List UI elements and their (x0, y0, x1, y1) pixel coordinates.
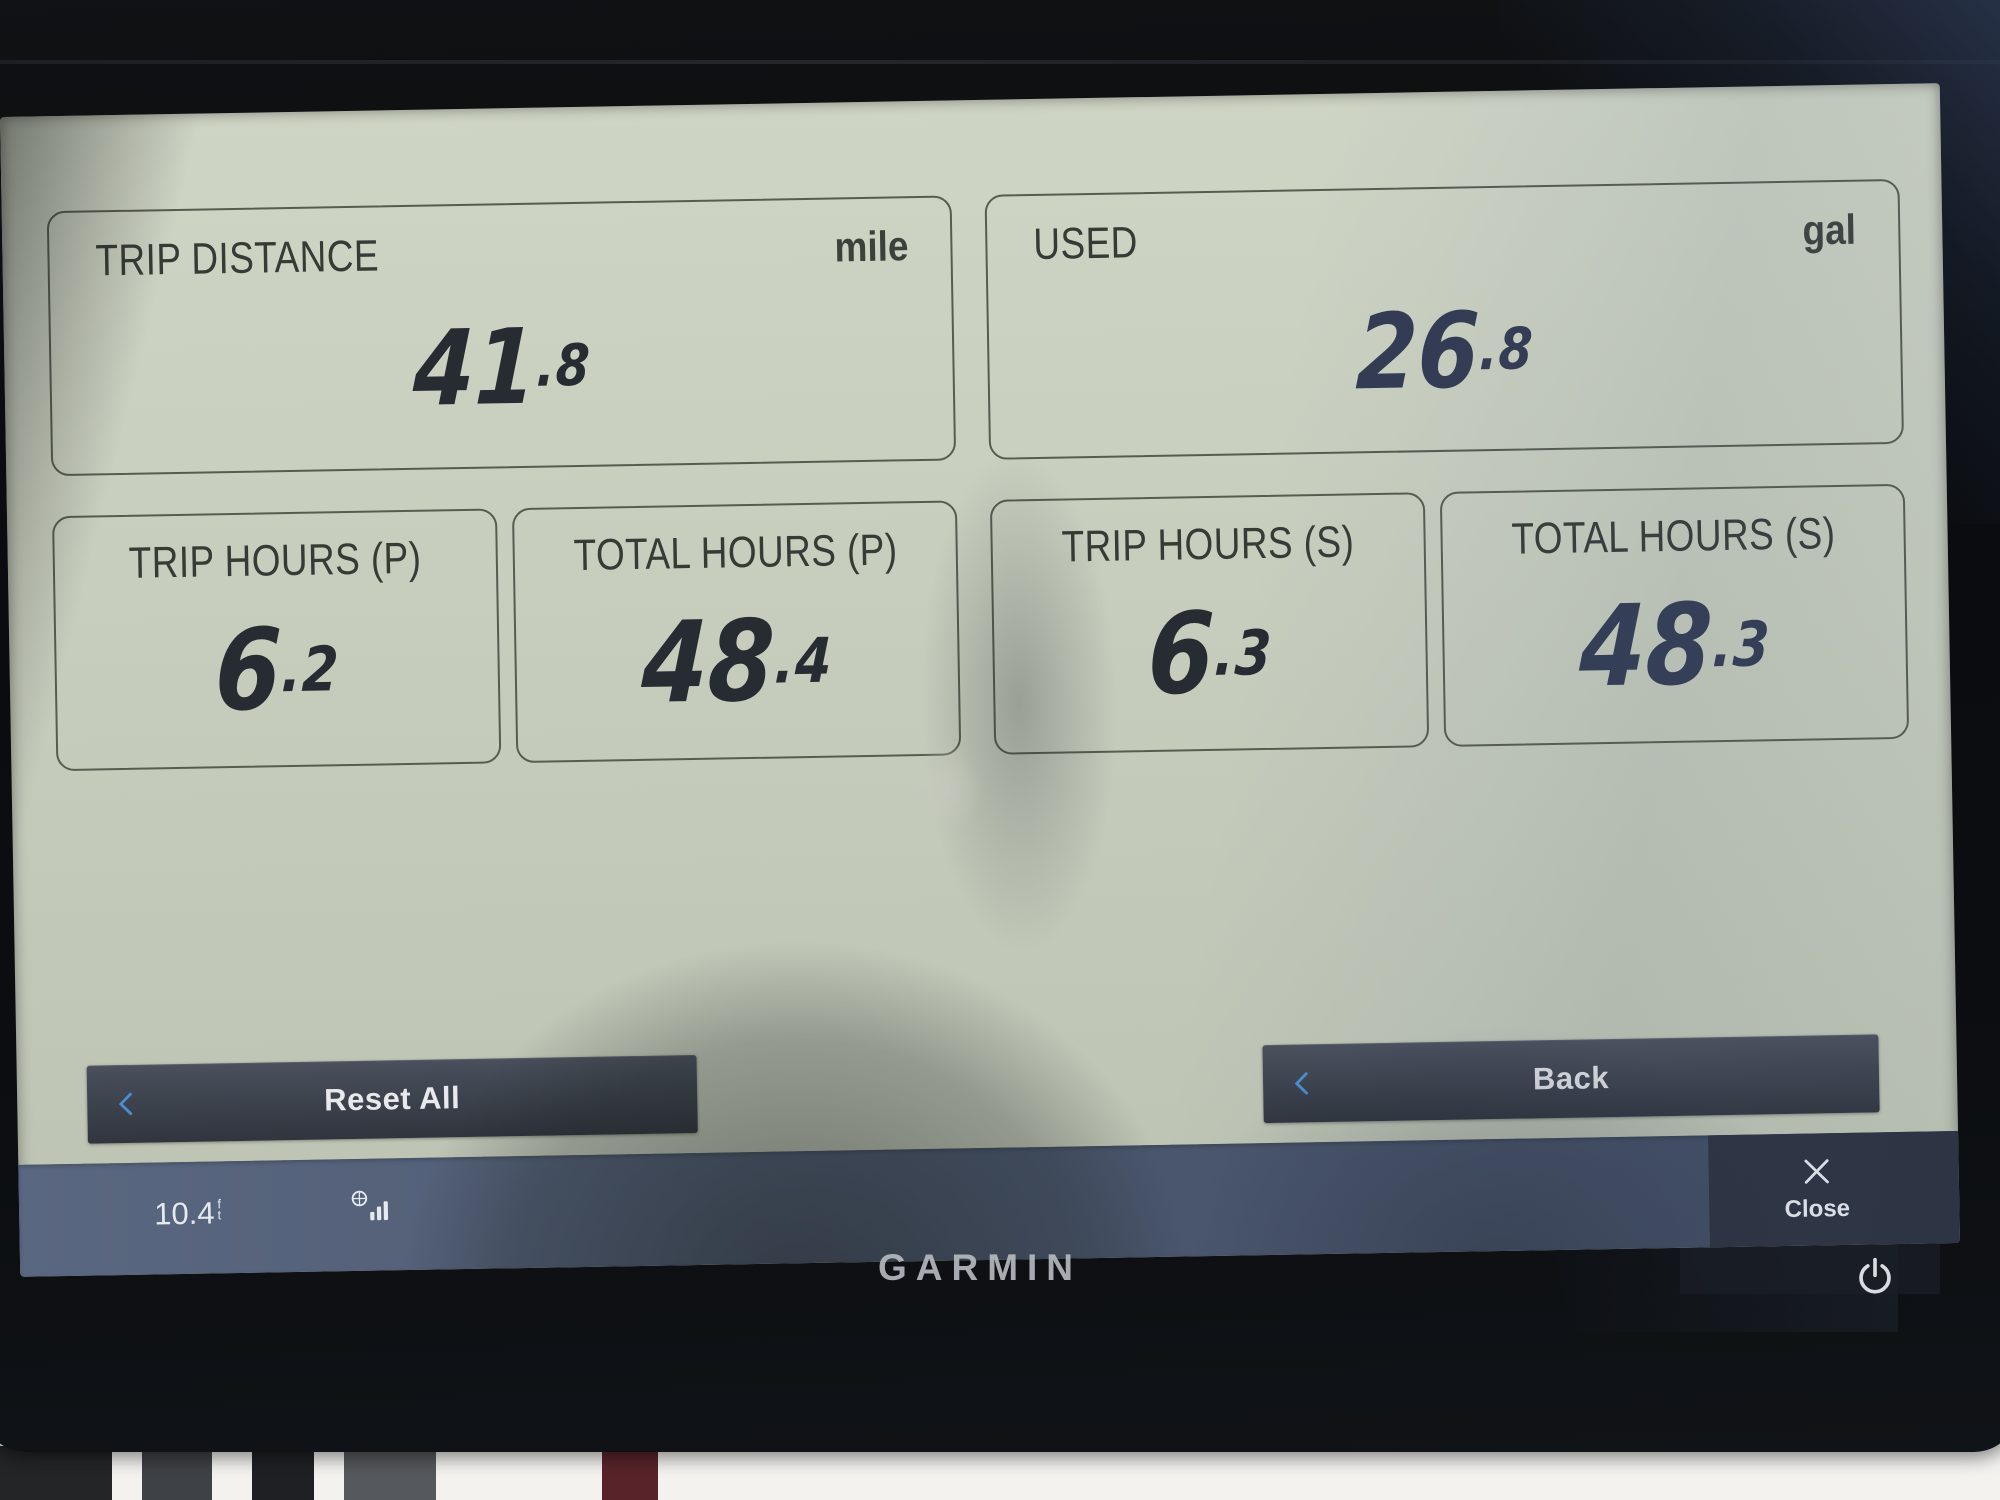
close-label: Close (1784, 1194, 1851, 1224)
background-object (252, 1446, 314, 1500)
panel-value: 48.3 (1577, 579, 1772, 713)
panel-value: 26.8 (1354, 288, 1535, 413)
button-label: Reset All (323, 1080, 461, 1118)
gps-signal-icon (349, 1186, 394, 1227)
device-bezel: TRIP DISTANCE mile 41.8 USED gal 26.8 (0, 0, 2000, 1452)
background-object (344, 1446, 436, 1500)
trip-distance-panel: TRIP DISTANCE mile 41.8 (46, 195, 957, 477)
total-hours-port-panel: TOTAL HOURS (P) 48.4 (511, 500, 962, 764)
button-label: Back (1532, 1060, 1610, 1097)
depth-readout: 10.4 ft (153, 1195, 224, 1232)
background-object (142, 1446, 212, 1500)
background-object (0, 1446, 112, 1500)
fuel-used-panel: USED gal 26.8 (984, 178, 1905, 460)
power-button[interactable] (1852, 1256, 1898, 1302)
garmin-logo: GARMIN (877, 1247, 1083, 1288)
chevron-left-icon (1289, 1067, 1316, 1099)
trip-hours-port-panel: TRIP HOURS (P) 6.2 (51, 508, 502, 772)
panel-value: 6.3 (1145, 588, 1274, 720)
panel-value: 48.4 (639, 596, 834, 729)
trip-hours-starboard-panel: TRIP HOURS (S) 6.3 (989, 492, 1430, 755)
panel-value: 6.2 (212, 604, 341, 736)
close-icon (1800, 1155, 1833, 1188)
bezel-seam (0, 60, 2000, 64)
background-object (602, 1446, 658, 1500)
total-hours-starboard-panel: TOTAL HOURS (S) 48.3 (1439, 483, 1910, 747)
chevron-left-icon (113, 1088, 140, 1120)
reset-all-button[interactable]: Reset All (86, 1055, 698, 1144)
close-button[interactable]: Close (1708, 1130, 1960, 1248)
chartplotter-screen: TRIP DISTANCE mile 41.8 USED gal 26.8 (0, 83, 1960, 1277)
back-button[interactable]: Back (1262, 1034, 1880, 1124)
panel-value: 41.8 (411, 305, 592, 430)
